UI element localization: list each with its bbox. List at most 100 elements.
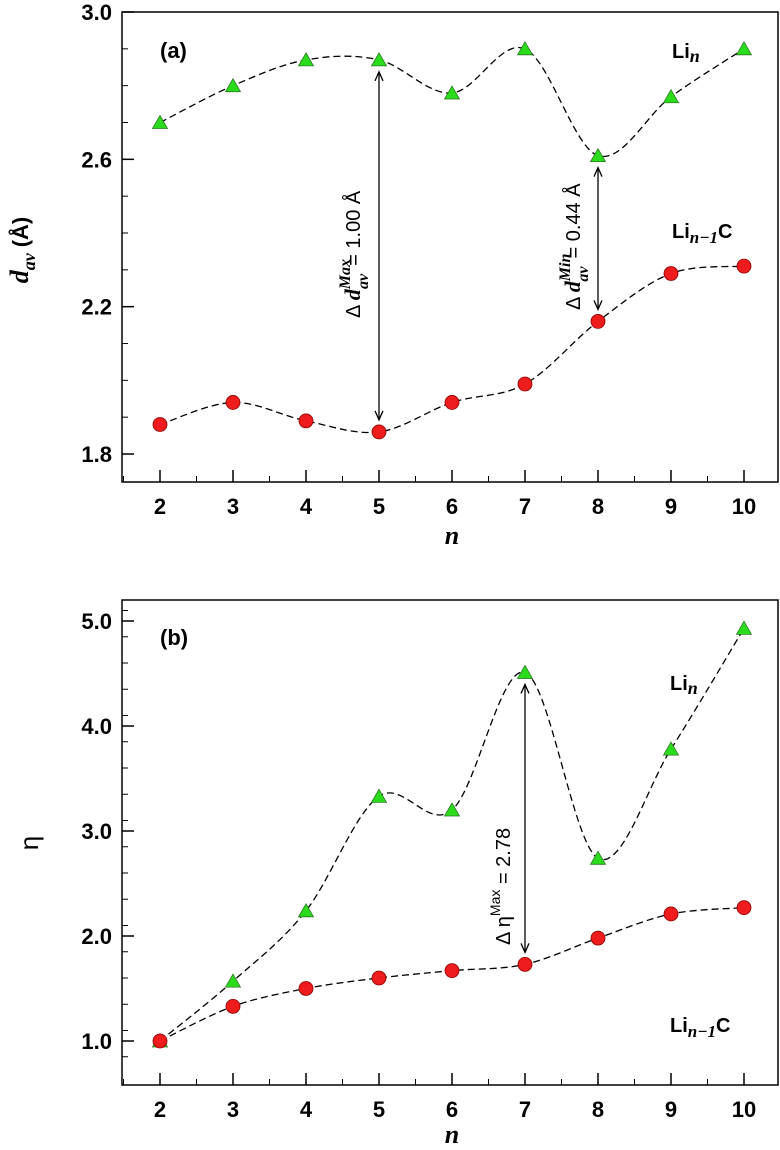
y-axis-label-main-a: d xyxy=(5,269,34,283)
x-axis-label-a: n xyxy=(445,521,459,550)
data-point-circle xyxy=(736,258,752,274)
series-label-li-a-main: Li xyxy=(672,41,690,63)
x-tick-label: 4 xyxy=(300,494,313,519)
data-point-triangle xyxy=(516,41,534,56)
x-tick-label: 6 xyxy=(446,494,458,519)
series-label-li-a: Lin xyxy=(672,41,700,66)
y-axis-label-b-text: η xyxy=(14,836,44,850)
series-label-li-a-sub: n xyxy=(690,46,700,66)
markers-a xyxy=(151,41,753,440)
data-point-circle xyxy=(444,963,460,979)
x-tick-label: 9 xyxy=(665,494,677,519)
data-point-triangle xyxy=(735,620,753,635)
arrowhead-bottom-1 xyxy=(593,300,603,312)
y-tick-labels-a: 1.8 2.2 2.6 3.0 xyxy=(81,0,112,467)
arrows-a xyxy=(374,70,603,422)
data-point-circle xyxy=(663,906,679,922)
y-axis-label-a: dav (Å) xyxy=(5,217,39,284)
data-point-triangle xyxy=(443,802,461,817)
data-point-triangle xyxy=(662,88,680,104)
series-label-lic-b-main: Li xyxy=(670,1015,688,1037)
curves-a xyxy=(159,46,745,434)
data-point-triangle xyxy=(151,114,169,129)
axis-ticks-a xyxy=(122,11,745,482)
y-tick-label: 1.8 xyxy=(81,442,112,467)
series-label-li-b-main: Li xyxy=(670,673,688,695)
svg-text:Δ ηMax = 2.78: Δ ηMax = 2.78 xyxy=(487,828,515,945)
arrows-b xyxy=(520,682,530,954)
data-point-circle xyxy=(517,376,533,392)
x-tick-label: 6 xyxy=(446,1097,458,1122)
x-tick-label: 7 xyxy=(519,494,531,519)
x-tick-label: 8 xyxy=(592,1097,604,1122)
panel-label-b: (b) xyxy=(160,625,188,650)
y-tick-label: 1.0 xyxy=(81,1029,112,1054)
x-tick-label: 3 xyxy=(227,1097,239,1122)
series-label-lic-a-main: Li xyxy=(672,221,690,243)
data-point-triangle xyxy=(589,850,607,865)
data-point-circle xyxy=(590,313,606,329)
y-tick-label: 3.0 xyxy=(81,819,112,844)
x-tick-label: 10 xyxy=(732,494,756,519)
series-label-li-b-sub: n xyxy=(688,678,698,698)
series-curve-0 xyxy=(159,628,745,1042)
axis-ticks-b xyxy=(122,610,745,1085)
data-point-circle xyxy=(371,970,387,986)
x-tick-labels-b: 2 3 4 5 6 7 8 9 10 xyxy=(154,1097,756,1122)
panel-a: 2 3 4 5 6 7 8 9 10 1.82.22.63.0 (a) n dav(Å) Lin… xyxy=(5,0,779,550)
ann-dmin-value: = 0.44 Å xyxy=(562,183,585,259)
y-tick-label: 2.2 xyxy=(81,295,112,320)
ann-eta-prefix: Δ η xyxy=(493,916,515,945)
x-tick-label: 8 xyxy=(592,494,604,519)
data-point-triangle xyxy=(297,902,315,918)
series-label-lic-b-sub: n−1 xyxy=(688,1022,716,1041)
y-tick-label: 5.0 xyxy=(81,609,112,634)
ann-dmax-value: = 1.00 Å xyxy=(342,190,365,266)
arrowhead-top-0 xyxy=(520,682,530,694)
data-point-circle xyxy=(444,395,460,410)
ann-dmin-sub: av xyxy=(575,266,592,282)
series-label-lic-a: Lin−1C xyxy=(672,221,733,247)
data-point-circle xyxy=(298,981,314,996)
y-axis-label-unit-a: (Å) xyxy=(7,217,33,248)
svg-text:Δ dMaxav= 1.00 Å: Δ dMaxav = 1.00 Å xyxy=(337,190,372,318)
y-axis-label-b: η xyxy=(14,836,44,850)
x-tick-label: 3 xyxy=(227,494,239,519)
data-point-triangle xyxy=(297,52,315,67)
panel-b: 2 3 4 5 6 7 8 9 10 1.02.03.04.05.0 (b) n η Lin L… xyxy=(14,599,779,1149)
y-tick-label: 4.0 xyxy=(81,714,112,739)
series-curve-1 xyxy=(159,265,745,434)
ann-dmin-sup: Min xyxy=(557,254,574,283)
ann-dmax-prefix: Δ xyxy=(343,300,365,318)
data-point-triangle xyxy=(224,973,242,988)
y-axis-label-sub-a: av xyxy=(19,252,39,270)
plot-frame-b xyxy=(121,599,779,1086)
ann-dmin-prefix: Δ xyxy=(563,292,585,310)
x-tick-label: 2 xyxy=(154,1097,166,1122)
annotation-delta-dmax: Δ dMaxav = 1.00 Å xyxy=(337,190,372,318)
data-point-triangle xyxy=(662,741,680,756)
ann-dmax-sub: av xyxy=(355,273,372,289)
x-tick-label: 10 xyxy=(732,1097,756,1122)
x-tick-label: 5 xyxy=(373,1097,385,1122)
x-tick-label: 4 xyxy=(300,1097,313,1122)
series-label-lic-a-suffix: C xyxy=(718,221,732,243)
data-point-triangle xyxy=(370,788,388,803)
data-point-circle xyxy=(736,900,752,916)
ann-eta-value: = 2.78 xyxy=(493,828,515,890)
data-point-triangle xyxy=(370,52,388,67)
arrowhead-bottom-0 xyxy=(374,410,384,422)
data-point-triangle xyxy=(224,77,242,93)
series-label-lic-b-suffix: C xyxy=(716,1015,730,1037)
annotation-delta-dmin: Δ dMinav = 0.44 Å xyxy=(557,183,592,310)
data-point-triangle xyxy=(589,147,607,163)
markers-b xyxy=(151,620,753,1049)
y-tick-label: 2.6 xyxy=(81,147,112,172)
arrowhead-top-0 xyxy=(374,70,384,82)
arrowhead-top-1 xyxy=(593,166,603,177)
x-tick-labels-a: 2 3 4 5 6 7 8 9 10 xyxy=(154,494,756,519)
data-point-triangle xyxy=(516,664,534,679)
x-tick-label: 2 xyxy=(154,494,166,519)
annotation-delta-eta: Δ ηMax = 2.78 xyxy=(487,828,515,945)
